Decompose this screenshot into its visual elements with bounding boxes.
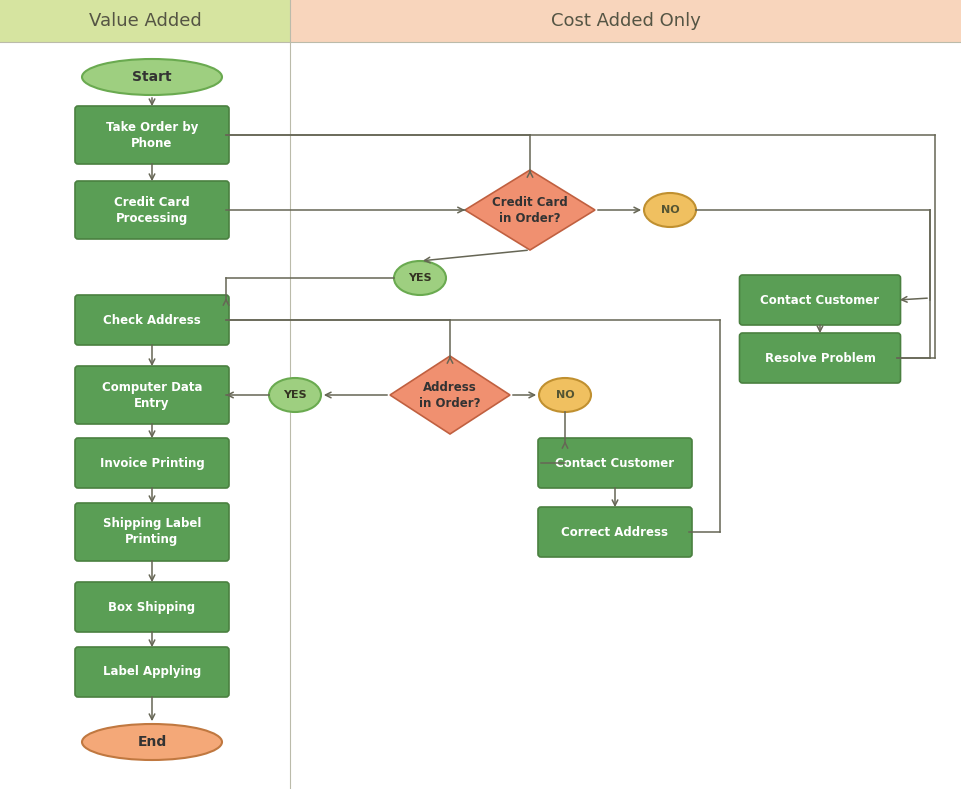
Text: End: End bbox=[137, 735, 166, 749]
Text: YES: YES bbox=[283, 390, 307, 400]
Text: Shipping Label
Printing: Shipping Label Printing bbox=[103, 518, 201, 547]
Ellipse shape bbox=[643, 193, 695, 227]
Text: Label Applying: Label Applying bbox=[103, 665, 201, 679]
FancyBboxPatch shape bbox=[739, 275, 899, 325]
FancyBboxPatch shape bbox=[75, 438, 229, 488]
FancyBboxPatch shape bbox=[739, 333, 899, 383]
FancyBboxPatch shape bbox=[537, 507, 691, 557]
Text: Cost Added Only: Cost Added Only bbox=[551, 12, 701, 30]
Bar bbox=[289, 0, 961, 42]
Text: Resolve Problem: Resolve Problem bbox=[764, 352, 875, 365]
FancyBboxPatch shape bbox=[75, 582, 229, 632]
Polygon shape bbox=[389, 356, 509, 434]
Text: Start: Start bbox=[132, 70, 172, 84]
Text: Credit Card
Processing: Credit Card Processing bbox=[114, 196, 189, 225]
Text: Contact Customer: Contact Customer bbox=[554, 457, 674, 469]
Text: Value Added: Value Added bbox=[88, 12, 201, 30]
Text: NO: NO bbox=[555, 390, 574, 400]
Text: Box Shipping: Box Shipping bbox=[109, 600, 195, 614]
FancyBboxPatch shape bbox=[75, 106, 229, 164]
FancyBboxPatch shape bbox=[75, 503, 229, 561]
Text: Correct Address: Correct Address bbox=[561, 525, 668, 539]
Ellipse shape bbox=[538, 378, 590, 412]
Ellipse shape bbox=[269, 378, 321, 412]
Text: Take Order by
Phone: Take Order by Phone bbox=[106, 121, 198, 149]
Text: NO: NO bbox=[660, 205, 678, 215]
FancyBboxPatch shape bbox=[537, 438, 691, 488]
Text: Credit Card
in Order?: Credit Card in Order? bbox=[492, 196, 567, 225]
Text: YES: YES bbox=[407, 273, 431, 283]
Ellipse shape bbox=[82, 724, 222, 760]
Ellipse shape bbox=[82, 59, 222, 95]
FancyBboxPatch shape bbox=[75, 181, 229, 239]
Text: Computer Data
Entry: Computer Data Entry bbox=[102, 380, 202, 409]
FancyBboxPatch shape bbox=[75, 366, 229, 424]
FancyBboxPatch shape bbox=[75, 647, 229, 697]
Ellipse shape bbox=[394, 261, 446, 295]
Text: Check Address: Check Address bbox=[103, 313, 201, 327]
Text: Invoice Printing: Invoice Printing bbox=[100, 457, 204, 469]
Bar bbox=[0, 0, 289, 42]
Text: Address
in Order?: Address in Order? bbox=[419, 380, 480, 409]
Text: Contact Customer: Contact Customer bbox=[759, 294, 878, 306]
FancyBboxPatch shape bbox=[75, 295, 229, 345]
Polygon shape bbox=[464, 170, 595, 250]
